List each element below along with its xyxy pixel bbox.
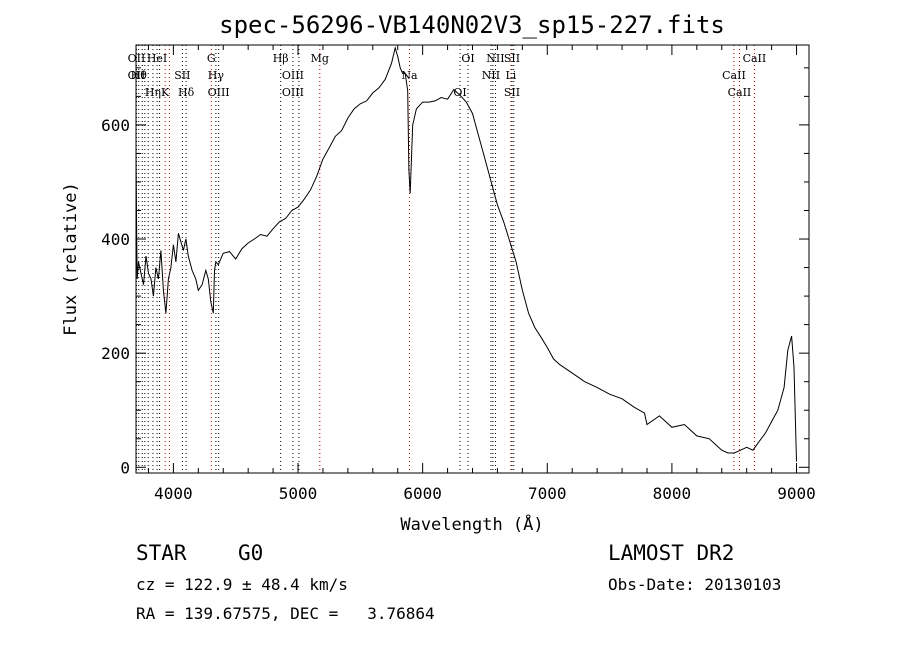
spectral-line-label: CaII	[728, 86, 752, 99]
x-tick-label: 4000	[154, 484, 193, 503]
spectral-line-label: Hδ	[178, 86, 195, 99]
spectral-line-label: Li	[505, 69, 516, 82]
x-tick-label: 9000	[777, 484, 816, 503]
spectral-line-label: K	[161, 86, 170, 99]
spectral-line-label: Hθ	[131, 69, 148, 82]
spectral-line-label: SII	[504, 52, 520, 65]
y-tick-label: 0	[120, 458, 130, 477]
spectral-line-label: SII	[504, 86, 520, 99]
spectral-line-label: OIII	[208, 86, 230, 99]
spectral-line-labels: OIIOIIHθHηHeIKSIIHδGHγOIIIHβOIIIOIIIMgNa…	[128, 52, 767, 99]
spectral-line-label: G	[207, 52, 216, 65]
y-axis-label: Flux (relative)	[61, 182, 81, 336]
redshift-text: cz = 122.9 ± 48.4 km/s	[136, 575, 348, 594]
y-tick-label: 600	[101, 116, 130, 135]
coordinates-text: RA = 139.67575, DEC = 3.76864	[136, 604, 435, 623]
x-tick-label: 7000	[528, 484, 567, 503]
spectral-line-label: HeI	[147, 52, 167, 65]
x-tick-label: 5000	[279, 484, 318, 503]
spectral-line-label: OIII	[282, 86, 304, 99]
spectral-line-label: NII	[486, 52, 504, 65]
y-tick-label: 400	[101, 230, 130, 249]
axis-ticks: 4000 5000 6000 7000 8000 9000 0 200 400 600	[101, 45, 816, 503]
object-class: STAR	[136, 541, 187, 565]
spectral-line-label: OI	[453, 86, 466, 99]
plot-frame	[135, 44, 810, 474]
obs-date-text: Obs-Date: 20130103	[608, 575, 782, 594]
x-tick-label: 8000	[653, 484, 692, 503]
spectral-line-label: OIII	[282, 69, 304, 82]
spectral-line-label: CaII	[722, 69, 746, 82]
survey-name: LAMOST DR2	[608, 541, 735, 565]
y-tick-label: 200	[101, 344, 130, 363]
spectral-line-label: Na	[401, 69, 418, 82]
x-axis-label: Wavelength (Å)	[400, 513, 543, 535]
spectral-line-label: Hγ	[208, 69, 225, 82]
spectral-line-label: Hη	[145, 86, 161, 99]
x-tick-label: 6000	[403, 484, 442, 503]
spectral-line-label: SII	[174, 69, 190, 82]
spectral-line-label: Mg	[311, 52, 329, 65]
spectral-line-label: CaII	[743, 52, 767, 65]
spectral-line-label: NII	[482, 69, 500, 82]
chart-title: spec-56296-VB140N02V3_sp15-227.fits	[219, 11, 725, 39]
object-subclass: G0	[238, 541, 264, 565]
spectral-line-label: Hβ	[273, 52, 289, 65]
spectral-line-markers	[135, 45, 755, 473]
spectrum-line	[135, 45, 797, 462]
spectral-line-label: OI	[461, 52, 474, 65]
